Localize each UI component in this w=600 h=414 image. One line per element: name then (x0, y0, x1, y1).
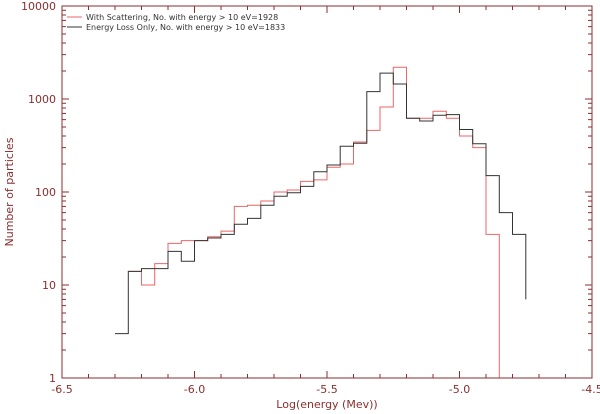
series-1-line (128, 66, 513, 379)
plot-frame (61, 5, 593, 379)
legend: With Scattering, No. with energy > 10 eV… (67, 13, 285, 32)
series-layer (115, 66, 527, 379)
x-tick-label: -6.0 (184, 383, 205, 396)
x-axis-label: Log(energy (Mev)) (276, 398, 377, 411)
x-tick-label: -5.5 (316, 383, 337, 396)
legend-label-2: Energy Loss Only, No. with energy > 10 e… (86, 23, 285, 32)
x-tick-label: -4.5 (581, 383, 600, 396)
ticks-layer: -6.5 -6.0 -5.5 -5.0 -4.5 1 10 100 1000 10000 (21, 0, 600, 396)
x-tick-label: -5.0 (449, 383, 470, 396)
y-tick-label: 1 (49, 372, 56, 385)
y-tick-label: 10000 (21, 0, 56, 13)
legend-label-1: With Scattering, No. with energy > 10 eV… (86, 13, 278, 22)
x-tick-label: -6.5 (51, 383, 72, 396)
y-tick-label: 10 (42, 279, 56, 292)
series-2-line (115, 72, 527, 335)
y-tick-label: 1000 (28, 93, 56, 106)
y-axis-label: Number of particles (3, 137, 16, 246)
y-tick-label: 100 (35, 186, 56, 199)
